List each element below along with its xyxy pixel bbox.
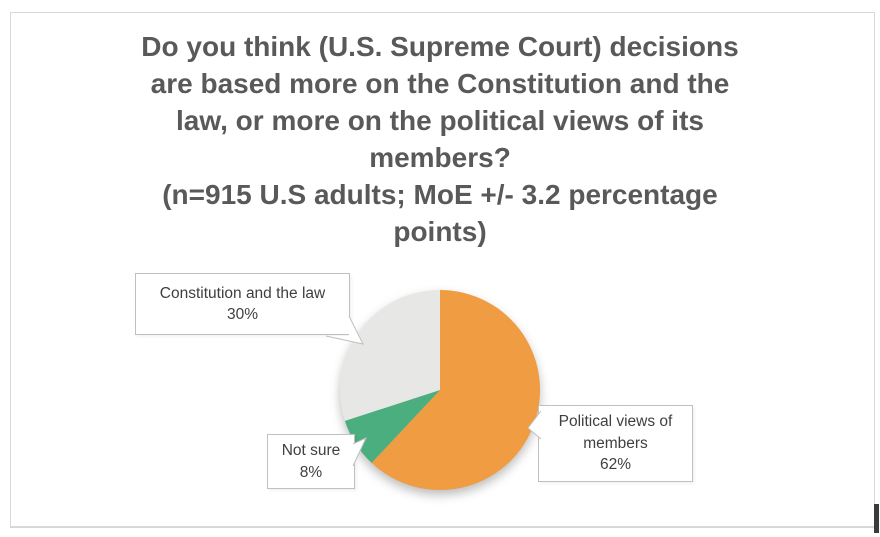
scrollbar-thumb[interactable] (874, 504, 879, 533)
callout-notsure-value: 8% (299, 463, 323, 481)
pie-slice-political-views (371, 289, 541, 490)
pie-slice-not-sure (344, 390, 440, 463)
callout-constitution-label: Constitution and the law 30% (135, 273, 350, 335)
callout-political-value: 62% (599, 456, 632, 474)
chart-title-line: points) (393, 216, 487, 247)
chart-title-line: are based more on the Constitution and t… (150, 68, 730, 99)
callout-political-text: Political views of members (558, 413, 673, 452)
chart-title-line: law, or more on the political views of i… (176, 105, 704, 136)
callout-notsure-label: Not sure 8% (267, 434, 355, 489)
chart-title-line: (n=915 U.S adults; MoE +/- 3.2 percentag… (162, 179, 718, 210)
pie-slice-constitution (340, 290, 440, 421)
chart-title: Do you think (U.S. Supreme Court) decisi… (60, 28, 820, 250)
callout-notsure-text: Not sure (281, 442, 341, 459)
callout-political-label: Political views of members 62% (538, 405, 693, 482)
callout-constitution-value: 30% (226, 306, 259, 323)
chart-title-line: Do you think (U.S. Supreme Court) decisi… (141, 31, 739, 62)
callout-constitution-text: Constitution and the law (159, 284, 326, 302)
chart-title-line: members? (369, 142, 511, 173)
